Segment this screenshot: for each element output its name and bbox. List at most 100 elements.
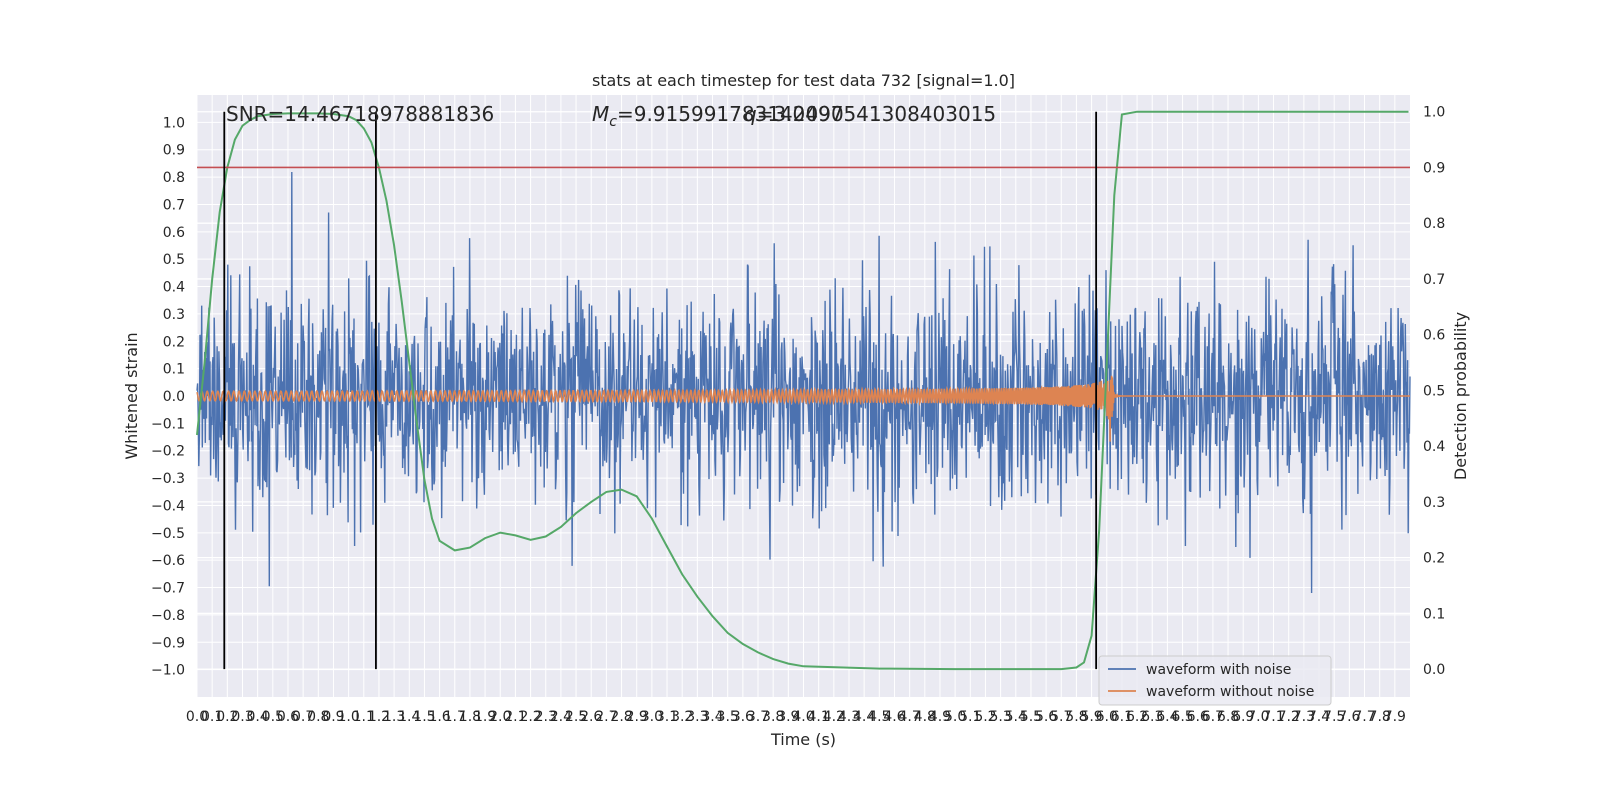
x-tick-label: 5.2 bbox=[974, 709, 996, 725]
x-tick-label: 1.8 bbox=[459, 709, 481, 725]
probability-line bbox=[196, 110, 1409, 671]
x-tick-label: 7.0 bbox=[1247, 709, 1269, 725]
x-tick-labels: 0.00.10.20.30.40.50.60.70.80.91.01.11.21… bbox=[186, 709, 1406, 725]
y-tick-label: −0.1 bbox=[151, 416, 185, 432]
x-tick-label: 5.5 bbox=[1020, 709, 1042, 725]
y-tick-label: 0.2 bbox=[163, 334, 185, 350]
legend: waveform with noise waveform without noi… bbox=[1098, 655, 1332, 706]
x-tick-label: 6.7 bbox=[1202, 709, 1224, 725]
x-tick-label: 7.7 bbox=[1353, 709, 1375, 725]
x-tick-label: 4.5 bbox=[868, 709, 890, 725]
chirp-mass-symbol: M bbox=[592, 102, 609, 126]
x-tick-label: 5.8 bbox=[1065, 709, 1087, 725]
clean-waveform-line bbox=[196, 375, 1410, 442]
x-tick-label: 3.0 bbox=[641, 709, 663, 725]
x-tick-label: 4.9 bbox=[929, 709, 951, 725]
x-tick-label: 2.0 bbox=[489, 709, 511, 725]
x-tick-label: 7.3 bbox=[1293, 709, 1315, 725]
y-tick-label: −0.5 bbox=[151, 526, 185, 542]
x-tick-label: 0.4 bbox=[247, 709, 269, 725]
x-tick-label: 1.6 bbox=[428, 709, 450, 725]
right-y-tick-label: 0.2 bbox=[1423, 551, 1445, 567]
right-y-tick-label: 0.6 bbox=[1423, 328, 1445, 344]
legend-label-with-noise: waveform with noise bbox=[1146, 662, 1291, 678]
legend-label-without-noise: waveform without noise bbox=[1146, 684, 1314, 700]
x-tick-label: 6.2 bbox=[1126, 709, 1148, 725]
right-y-tick-label: 0.3 bbox=[1423, 495, 1445, 511]
right-y-tick-label: 0.8 bbox=[1423, 216, 1445, 232]
x-tick-label: 5.3 bbox=[989, 709, 1011, 725]
x-tick-label: 5.0 bbox=[944, 709, 966, 725]
series-detection-probability bbox=[196, 110, 1409, 671]
x-tick-label: 1.1 bbox=[353, 709, 375, 725]
right-y-tick-label: 0.4 bbox=[1423, 439, 1445, 455]
y-tick-label: 0.5 bbox=[163, 252, 185, 268]
x-tick-label: 2.2 bbox=[519, 709, 541, 725]
x-tick-label: 4.8 bbox=[914, 709, 936, 725]
x-tick-label: 3.2 bbox=[671, 709, 693, 725]
x-tick-label: 5.1 bbox=[959, 709, 981, 725]
right-y-axis-label: Detection probability bbox=[1451, 312, 1470, 480]
x-tick-label: 1.0 bbox=[337, 709, 359, 725]
x-tick-label: 7.5 bbox=[1323, 709, 1345, 725]
x-tick-label: 3.7 bbox=[747, 709, 769, 725]
x-tick-label: 4.7 bbox=[899, 709, 921, 725]
y-tick-label: 1.0 bbox=[163, 115, 185, 131]
chart-title: stats at each timestep for test data 732… bbox=[592, 71, 1015, 90]
y-tick-label: −0.3 bbox=[151, 471, 185, 487]
x-tick-label: 6.6 bbox=[1187, 709, 1209, 725]
x-tick-label: 1.9 bbox=[474, 709, 496, 725]
x-tick-label: 1.4 bbox=[398, 709, 420, 725]
x-tick-label: 3.4 bbox=[701, 709, 723, 725]
x-tick-label: 4.0 bbox=[792, 709, 814, 725]
x-tick-label: 5.6 bbox=[1035, 709, 1057, 725]
x-tick-label: 5.7 bbox=[1050, 709, 1072, 725]
y-tick-label: −0.7 bbox=[151, 581, 185, 597]
x-tick-label: 6.0 bbox=[1096, 709, 1118, 725]
y-tick-label: −0.9 bbox=[151, 635, 185, 651]
y-tick-label: 0.1 bbox=[163, 362, 185, 378]
x-axis-label: Time (s) bbox=[770, 730, 836, 749]
chirp-mass-value: =9.915991783142090 bbox=[617, 102, 844, 126]
right-y-tick-label: 0.9 bbox=[1423, 160, 1445, 176]
x-tick-label: 5.9 bbox=[1080, 709, 1102, 725]
x-tick-label: 7.6 bbox=[1338, 709, 1360, 725]
mass-ratio-annotation: q=3.0497541308403015 bbox=[744, 102, 996, 126]
right-y-tick-label: 0.0 bbox=[1423, 662, 1445, 678]
x-tick-label: 6.1 bbox=[1111, 709, 1133, 725]
snr-annotation: SNR=14.46718978881836 bbox=[226, 102, 494, 126]
x-tick-label: 2.5 bbox=[565, 709, 587, 725]
x-tick-label: 3.8 bbox=[762, 709, 784, 725]
x-tick-label: 4.1 bbox=[808, 709, 830, 725]
mass-ratio-symbol: q bbox=[744, 102, 757, 126]
x-tick-label: 5.4 bbox=[1005, 709, 1027, 725]
y-tick-label: −1.0 bbox=[151, 663, 185, 679]
x-tick-label: 7.9 bbox=[1384, 709, 1406, 725]
x-tick-label: 6.8 bbox=[1217, 709, 1239, 725]
x-tick-label: 0.2 bbox=[216, 709, 238, 725]
y-tick-label: −0.4 bbox=[151, 498, 185, 514]
x-tick-label: 1.2 bbox=[368, 709, 390, 725]
vertical-lines bbox=[223, 111, 1098, 670]
x-tick-label: 4.6 bbox=[883, 709, 905, 725]
y-tick-label: 0.7 bbox=[163, 197, 185, 213]
x-tick-label: 1.3 bbox=[383, 709, 405, 725]
x-tick-label: 4.3 bbox=[838, 709, 860, 725]
x-tick-label: 7.2 bbox=[1278, 709, 1300, 725]
mass-ratio-value: =3.0497541308403015 bbox=[757, 102, 996, 126]
right-y-tick-label: 1.0 bbox=[1423, 105, 1445, 121]
right-y-tick-label: 0.1 bbox=[1423, 606, 1445, 622]
y-tick-label: 0.3 bbox=[163, 307, 185, 323]
y-tick-label: 0.4 bbox=[163, 280, 185, 296]
x-tick-label: 3.9 bbox=[777, 709, 799, 725]
x-tick-label: 0.5 bbox=[262, 709, 284, 725]
y-tick-label: −0.6 bbox=[151, 553, 185, 569]
x-tick-label: 0.1 bbox=[201, 709, 223, 725]
x-tick-label: 3.1 bbox=[656, 709, 678, 725]
x-tick-label: 0.0 bbox=[186, 709, 208, 725]
x-tick-label: 0.6 bbox=[277, 709, 299, 725]
x-tick-label: 1.5 bbox=[413, 709, 435, 725]
x-tick-label: 0.7 bbox=[292, 709, 314, 725]
y-tick-labels: 1.0 0.9 0.8 0.7 0.6 0.5 0.4 0.3 0.2 0.1 0.0 −0.1 −0.… bbox=[151, 115, 185, 678]
right-y-tick-labels: 1.0 0.9 0.8 0.7 0.6 0.5 0.4 0.3 0.2 0.1 0.0 bbox=[1423, 105, 1445, 678]
